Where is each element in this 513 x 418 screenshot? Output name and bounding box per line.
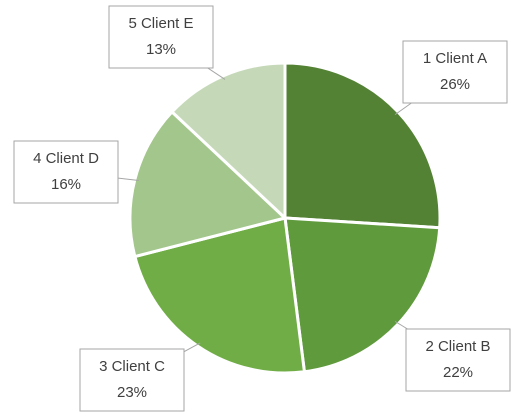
pie-slice	[128, 109, 289, 259]
pie-slice	[283, 216, 442, 374]
value-label: 26%	[440, 76, 470, 93]
label-box	[13, 140, 119, 204]
pie-slice	[283, 61, 442, 230]
category-label: 3 Client C	[99, 358, 165, 375]
label-box	[402, 40, 508, 104]
value-label: 23%	[117, 384, 147, 401]
value-label: 13%	[146, 41, 176, 58]
label-box	[79, 348, 185, 412]
category-label: 4 Client D	[33, 150, 99, 167]
category-label: 1 Client A	[423, 50, 487, 67]
category-label: 2 Client B	[425, 338, 490, 355]
category-label: 5 Client E	[128, 15, 193, 32]
value-label: 16%	[51, 176, 81, 193]
label-box	[108, 5, 214, 69]
pie-slice	[133, 216, 307, 375]
label-box	[405, 328, 511, 392]
value-label: 22%	[443, 364, 473, 381]
pie-slice	[169, 61, 287, 222]
